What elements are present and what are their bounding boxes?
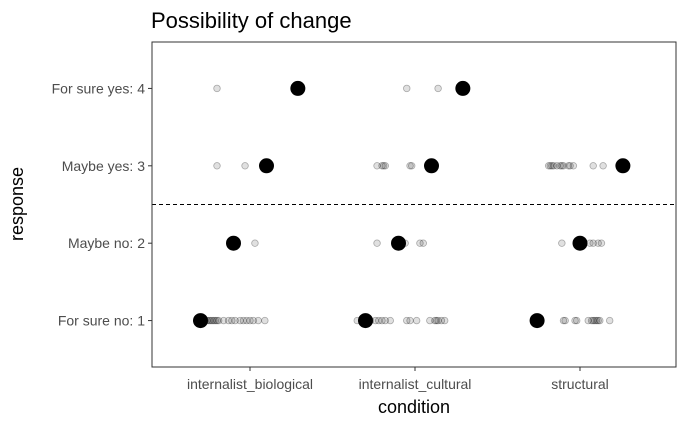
summary-point [455,80,471,96]
summary-point [193,313,208,329]
summary-point [226,235,241,251]
raw-point [219,316,228,325]
summary-point [615,158,631,174]
raw-point [596,316,604,325]
y-tick-label: For sure yes: 4 [52,80,146,96]
plot-panel-border [151,41,677,368]
summary-point [290,80,306,96]
summary-point [424,158,439,174]
raw-point [419,239,427,247]
raw-point [589,316,597,325]
raw-point [211,316,220,325]
raw-point [378,162,386,170]
raw-point [239,316,248,325]
raw-point [564,162,573,170]
raw-point [594,316,602,325]
raw-point [406,316,414,325]
raw-point [208,316,216,325]
raw-point [569,162,578,170]
raw-point [406,162,414,170]
raw-point [434,84,442,93]
raw-point [213,162,221,170]
raw-point [559,316,568,325]
raw-point [594,239,602,247]
raw-point [592,316,601,325]
y-tick-label: For sure no: 1 [58,313,145,329]
raw-point [386,316,394,325]
raw-point [251,239,259,247]
y-tick-label: Maybe no: 2 [68,235,145,251]
x-tick-label: internalist_biological [187,376,313,392]
raw-point [416,239,424,247]
y-axis-title: response [7,167,27,241]
summary-point [358,313,373,329]
raw-point [236,316,244,325]
raw-point [606,316,614,325]
raw-point [561,316,569,325]
raw-point [213,316,221,325]
raw-point [432,316,441,325]
summary-point [259,158,274,174]
raw-point [546,162,554,170]
raw-point [426,316,434,325]
summary-point [391,235,406,251]
raw-point [558,162,566,170]
raw-point [209,316,218,325]
raw-point [434,316,442,325]
chart-title: Possibility of change [151,8,352,33]
raw-point [249,316,257,325]
raw-point [437,316,446,325]
x-axis-title: condition [378,397,450,417]
raw-point [379,162,388,170]
raw-point [224,316,233,325]
summary-points-layer [193,80,631,329]
summary-point [572,235,588,251]
raw-point [231,316,239,325]
raw-point [548,162,556,170]
raw-point [373,239,381,247]
raw-point [246,316,254,325]
raw-point [556,162,564,170]
y-axis: For sure no: 1 Maybe no: 2 Maybe yes: 3 For… [52,80,152,329]
raw-point [214,316,223,325]
raw-point [589,239,597,247]
raw-point [591,316,599,325]
raw-point [381,316,389,325]
raw-point [375,316,383,325]
x-tick-label: internalist_cultural [359,376,472,392]
raw-point [566,162,574,170]
raw-point [373,162,381,170]
raw-point [584,316,592,325]
raw-point [544,162,553,170]
raw-point [412,316,421,325]
x-tick-label: structural [551,376,609,392]
raw-point [573,316,581,325]
raw-point [441,316,449,325]
raw-point [408,162,416,170]
raw-point [403,84,411,93]
y-tick-label: Maybe yes: 3 [62,158,145,174]
x-axis: internalist_biological internalist_cultur… [187,367,609,392]
raw-point [403,316,411,325]
raw-point [378,316,386,325]
summary-point [529,313,545,329]
raw-point [381,162,389,170]
raw-point [597,239,606,247]
raw-point [241,162,249,170]
raw-point [587,316,596,325]
raw-point [228,316,236,325]
raw-point [599,162,607,170]
raw-point [254,316,262,325]
raw-point [559,162,568,170]
raw-point [242,316,251,325]
raw-point [558,239,566,247]
raw-point [213,84,221,93]
raw-point [553,162,561,170]
raw-point [549,162,558,170]
raw-point [431,316,439,325]
raw-point [589,162,597,170]
raw-point [571,316,579,325]
raw-point [261,316,269,325]
